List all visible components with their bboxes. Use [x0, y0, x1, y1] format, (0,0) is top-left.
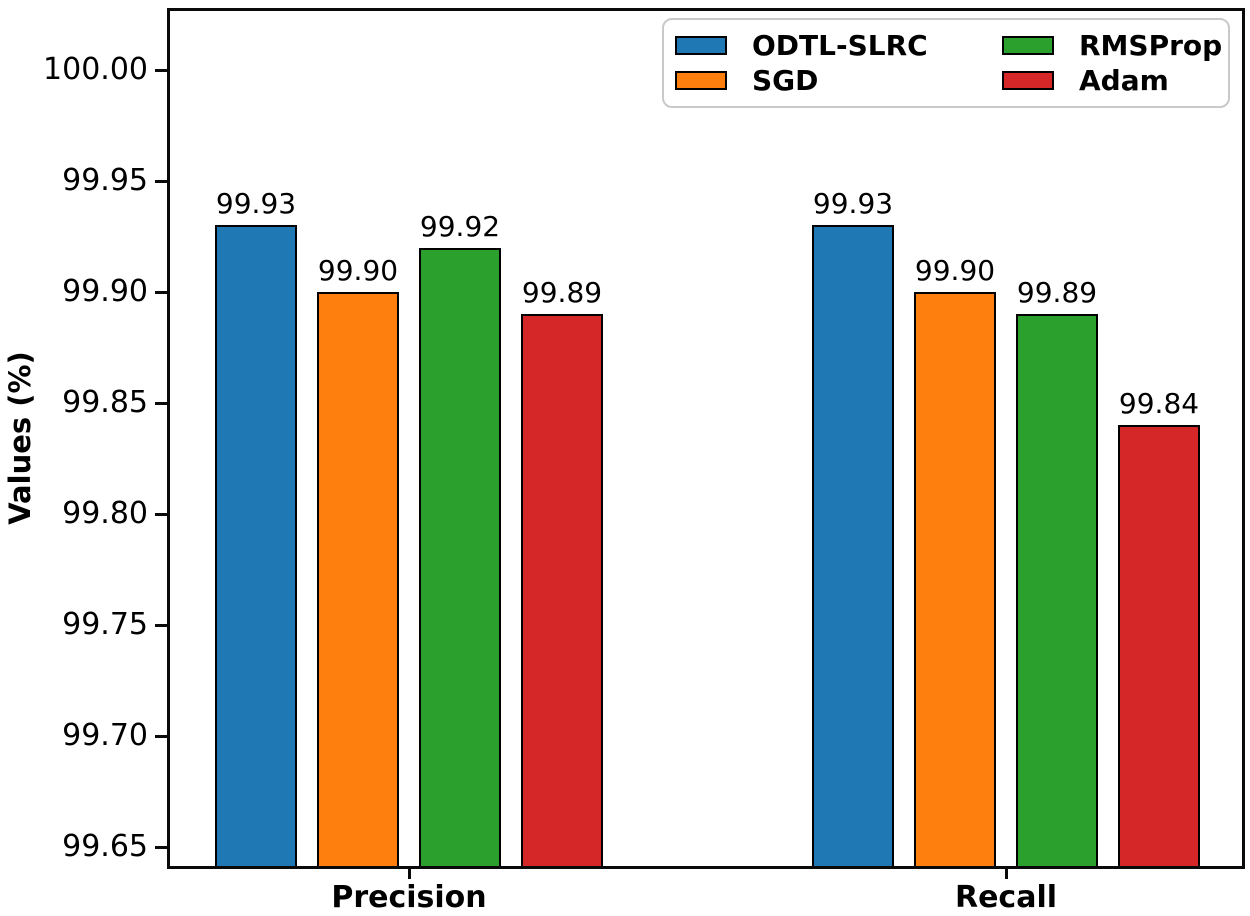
y-tick	[155, 291, 167, 295]
legend-entry: RMSProp	[1002, 28, 1228, 63]
legend-label: RMSProp	[1079, 28, 1223, 62]
legend: ODTL-SLRC SGD RMSProp Adam	[662, 18, 1230, 108]
legend-swatch-sgd	[675, 71, 727, 90]
bar-value-label: 99.89	[1016, 276, 1098, 310]
x-tick	[407, 869, 411, 879]
y-tick-label: 99.75	[62, 606, 148, 642]
bar-value-label: 99.89	[521, 276, 603, 310]
y-tick	[155, 845, 167, 849]
y-tick-label: 99.65	[62, 828, 148, 864]
bar	[914, 292, 996, 866]
bar-value-label: 99.93	[812, 187, 894, 221]
y-tick-label: 99.80	[62, 495, 148, 531]
x-tick	[1004, 869, 1008, 879]
bar	[1016, 314, 1098, 866]
bar-value-label: 99.90	[317, 254, 399, 288]
legend-label: Adam	[1079, 63, 1169, 97]
bar	[419, 247, 501, 866]
bar-value-label: 99.92	[419, 209, 501, 243]
y-tick-label: 99.70	[62, 717, 148, 753]
bar	[215, 225, 297, 866]
y-tick-label: 99.85	[62, 384, 148, 420]
y-tick	[155, 734, 167, 738]
bar-value-label: 99.93	[215, 187, 297, 221]
y-tick-label: 99.90	[62, 274, 148, 310]
legend-entry: SGD	[675, 63, 1002, 98]
legend-label: SGD	[752, 63, 819, 97]
y-tick	[155, 69, 167, 73]
plot-area: 99.93 99.90 99.92 99.89 99.93 99.90 99.89 99.84	[167, 8, 1245, 869]
y-tick	[155, 623, 167, 627]
y-tick	[155, 401, 167, 405]
bar-value-label: 99.84	[1118, 387, 1200, 421]
y-tick	[155, 512, 167, 516]
bar-value-label: 99.90	[914, 254, 996, 288]
legend-swatch-odtl-slrc	[675, 36, 727, 55]
x-category-label: Precision	[331, 880, 487, 915]
y-tick-label: 100.00	[43, 52, 148, 88]
bar	[521, 314, 603, 866]
legend-entry: Adam	[1002, 63, 1228, 98]
bar	[812, 225, 894, 866]
x-category-label: Recall	[954, 880, 1058, 915]
bar	[317, 292, 399, 866]
bar	[1118, 425, 1200, 866]
legend-swatch-adam	[1002, 71, 1054, 90]
legend-swatch-rmsprop	[1002, 36, 1054, 55]
y-tick-label: 99.95	[62, 163, 148, 199]
legend-entry: ODTL-SLRC	[675, 28, 1002, 63]
y-tick	[155, 180, 167, 184]
legend-label: ODTL-SLRC	[752, 28, 928, 62]
